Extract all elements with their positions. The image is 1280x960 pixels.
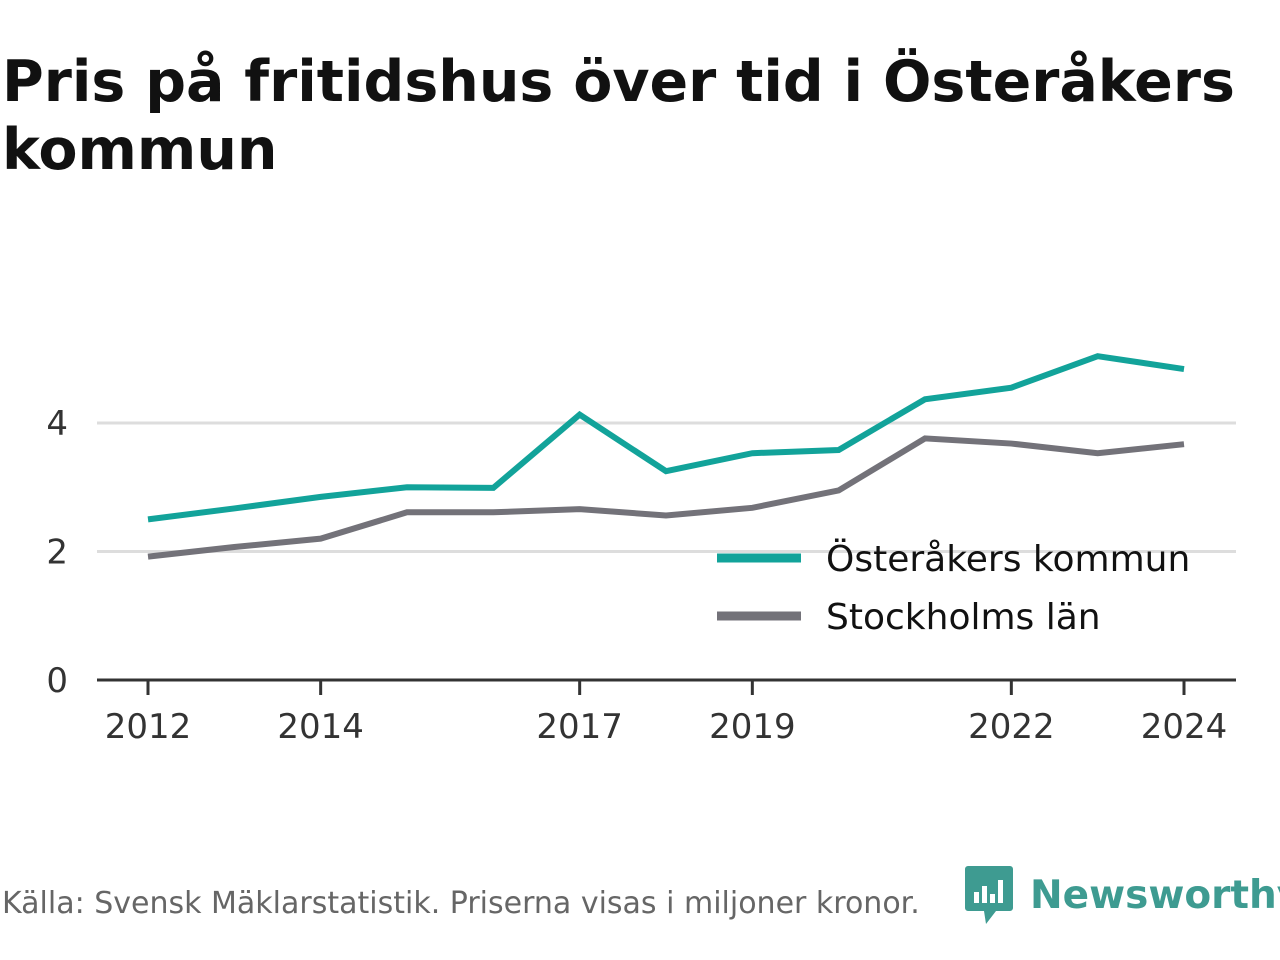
x-tick-label: 2019 <box>709 707 796 747</box>
source-note: Källa: Svensk Mäklarstatistik. Priserna … <box>2 886 920 921</box>
y-axis: 0 2 4 <box>46 404 68 701</box>
newsworthy-logo: Newsworthy <box>964 864 1280 926</box>
x-tick-label: 2014 <box>277 707 364 747</box>
gridlines <box>97 421 1236 553</box>
x-tick-label: 2017 <box>536 707 623 747</box>
newsworthy-chart-bubble-icon <box>965 866 1013 924</box>
chart-title: Pris på fritidshus över tid i Österåkers… <box>2 49 1235 183</box>
series-lines <box>147 353 1185 560</box>
series-line-2 <box>147 435 1185 560</box>
x-tick-label: 2012 <box>105 707 192 747</box>
y-tick-label: 4 <box>46 404 68 444</box>
legend-label-2: Stockholms län <box>826 597 1101 638</box>
x-axis: 2012 2014 2017 2019 2022 2024 <box>97 678 1236 747</box>
legend-label-1: Österåkers kommun <box>826 538 1190 580</box>
series-line-1 <box>147 353 1185 523</box>
y-tick-label: 2 <box>46 533 68 573</box>
line-chart: 2012 2014 2017 2019 2022 2024 0 2 4 Österåkers … <box>46 353 1236 747</box>
brand-name: Newsworthy <box>1030 872 1280 918</box>
x-tick-label: 2022 <box>968 707 1055 747</box>
y-tick-label: 0 <box>46 661 68 701</box>
x-tick-label: 2024 <box>1141 707 1228 747</box>
legend: Österåkers kommun Stockholms län <box>717 538 1190 638</box>
